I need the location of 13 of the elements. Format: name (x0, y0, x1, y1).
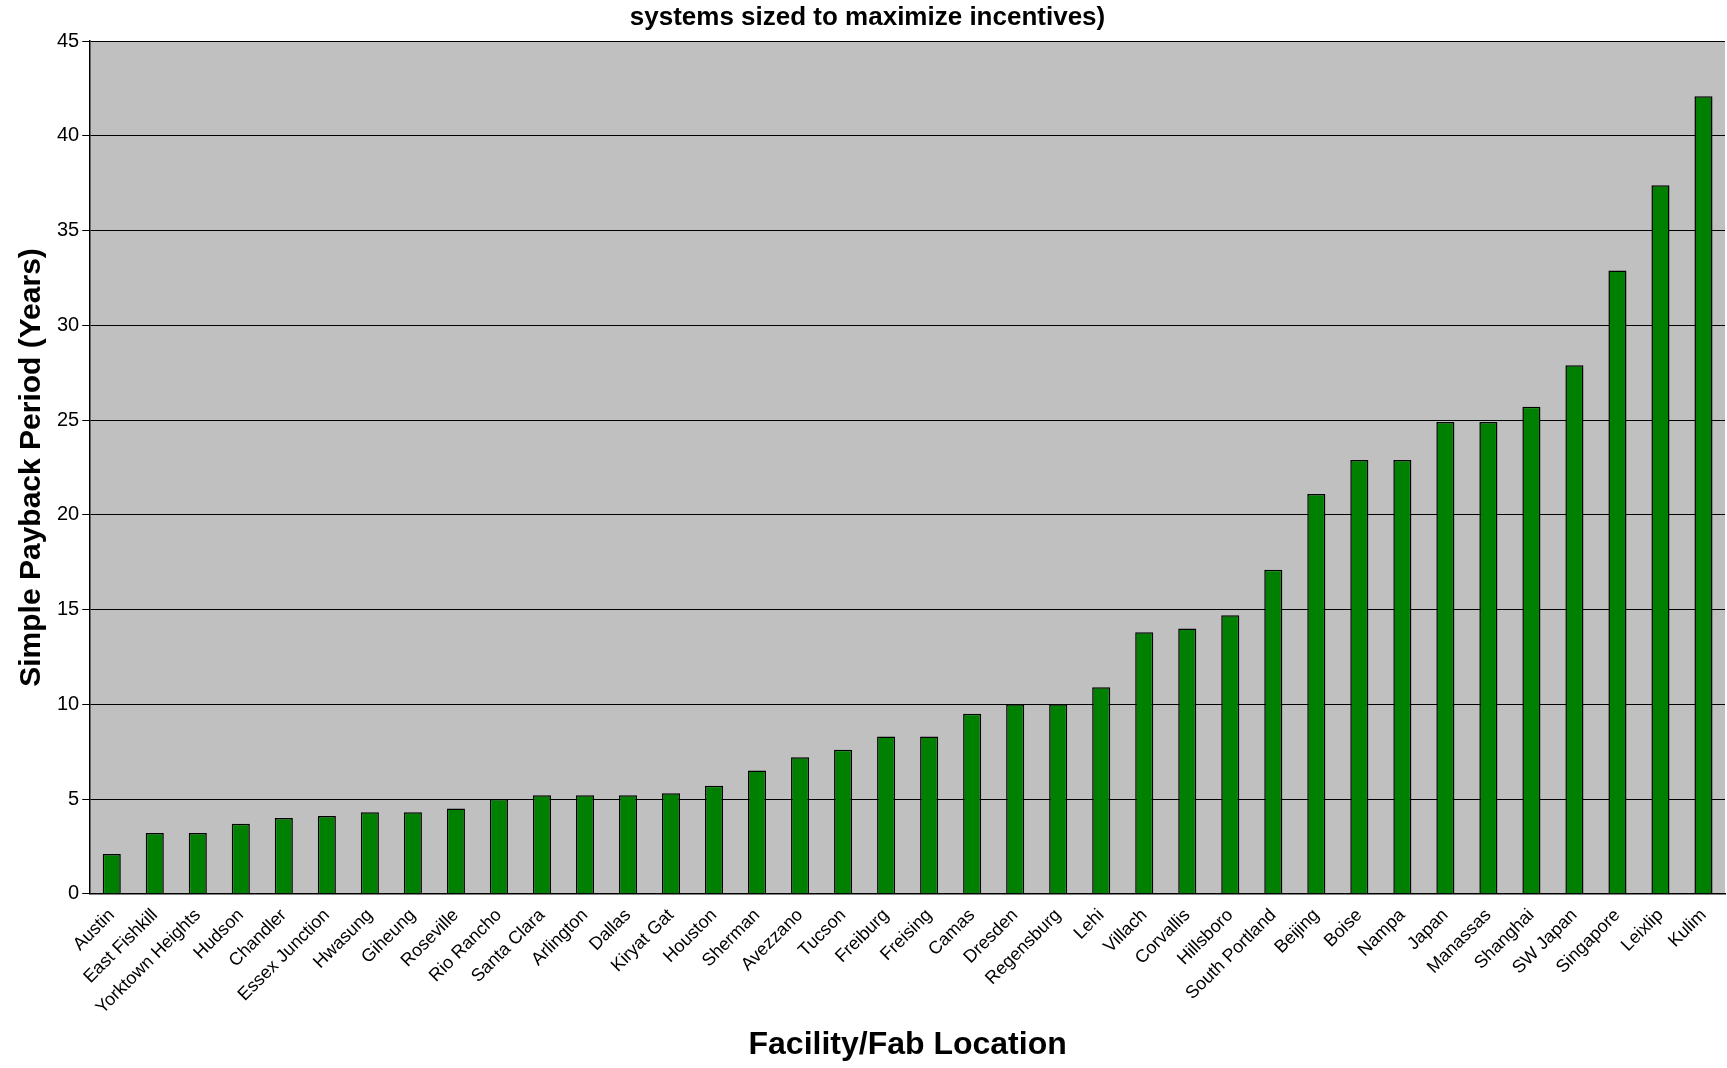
y-tick-label: 5 (68, 786, 80, 809)
y-tick-label: 15 (57, 597, 80, 620)
y-tick-label: 40 (57, 123, 80, 146)
y-tick-label: 0 (68, 881, 80, 904)
chart-title: systems sized to maximize incentives) (629, 0, 1106, 31)
y-tick-label: 20 (57, 502, 80, 525)
y-tick-label: 45 (57, 28, 80, 51)
y-tick-label: 10 (57, 691, 80, 714)
x-axis-title: Facility/Fab Location (748, 1024, 1067, 1061)
y-tick-label: 30 (57, 312, 80, 335)
y-axis-title: Simple Payback Period (Years) (13, 248, 47, 687)
y-tick-label: 25 (57, 407, 80, 430)
y-tick-label: 35 (57, 218, 80, 241)
